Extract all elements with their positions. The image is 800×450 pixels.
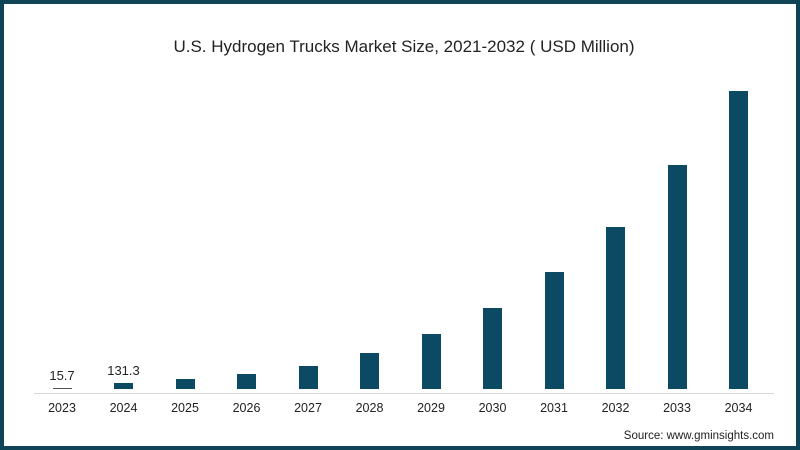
bar-2033 (667, 165, 687, 389)
bar-2030 (483, 308, 502, 389)
data-label: 15.7 (49, 368, 75, 383)
bar-2023 (52, 388, 72, 389)
data-label: 131.3 (107, 363, 140, 378)
bar-2025 (175, 379, 195, 389)
bar-2032 (606, 227, 625, 389)
x-tick-label: 2030 (478, 401, 507, 415)
bar-2031 (544, 272, 564, 389)
bar-2028 (360, 353, 379, 389)
x-tick-label: 2028 (355, 401, 384, 415)
bar-2029 (421, 334, 441, 389)
x-tick-label: 2024 (109, 401, 138, 415)
x-tick-label: 2034 (724, 401, 753, 415)
x-tick-label: 2031 (540, 401, 568, 415)
chart-title: U.S. Hydrogen Trucks Market Size, 2021-2… (173, 37, 635, 56)
x-tick-label: 2029 (417, 401, 445, 415)
x-tick-label: 2023 (48, 401, 76, 415)
x-tick-label: 2025 (171, 401, 199, 415)
bar-2034 (729, 91, 748, 389)
x-tick-label: 2026 (232, 401, 261, 415)
source-note: Source: www.gminsights.com (623, 430, 774, 442)
x-tick-label: 2027 (294, 401, 322, 415)
x-tick-label: 2032 (601, 401, 630, 415)
bar-2026 (237, 374, 256, 389)
x-tick-label: 2033 (663, 401, 691, 415)
bar-2024 (114, 383, 133, 389)
x-axis-line (34, 393, 774, 394)
bar-2027 (298, 366, 318, 389)
